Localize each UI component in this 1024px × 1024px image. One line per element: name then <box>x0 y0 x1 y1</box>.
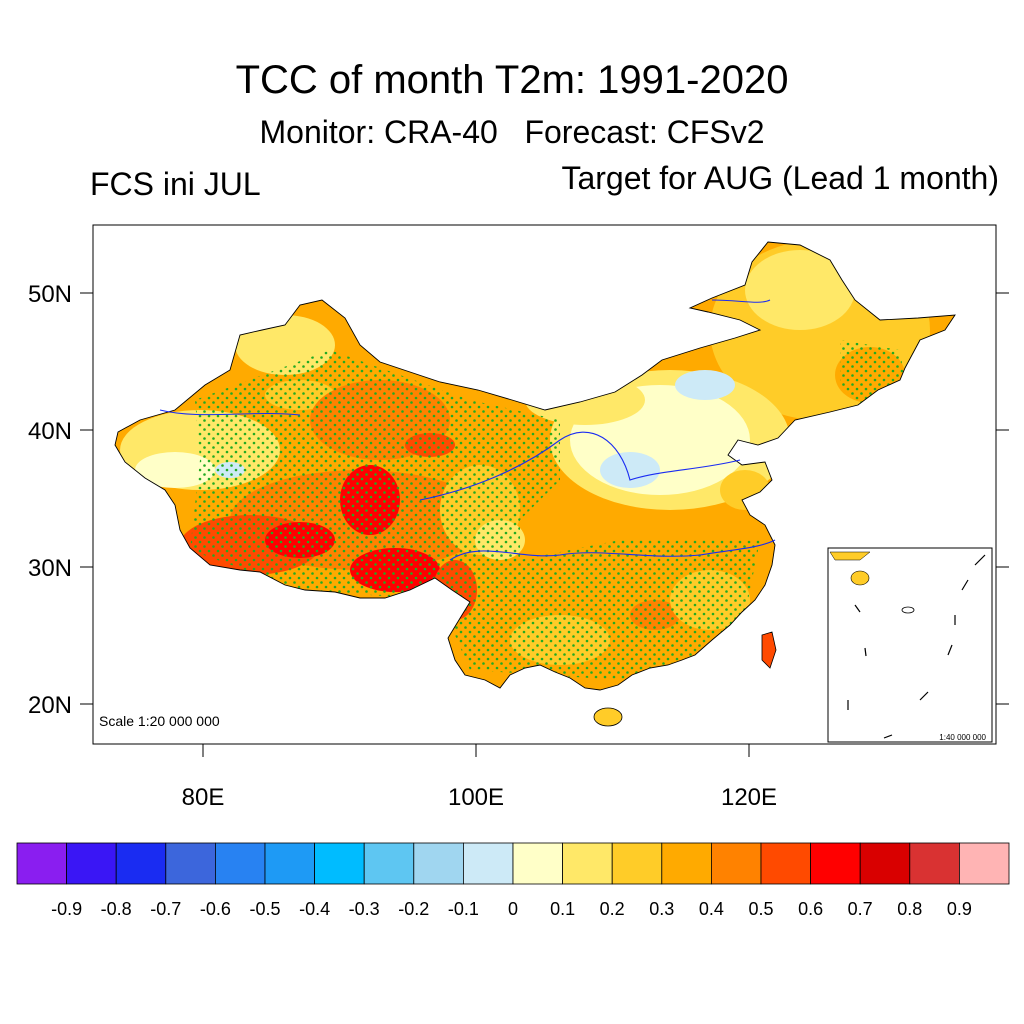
colorbar-label: 0.6 <box>798 899 823 919</box>
colorbar-label: -0.7 <box>150 899 181 919</box>
init-label: FCS ini JUL <box>90 166 261 202</box>
colorbar-label: -0.1 <box>448 899 479 919</box>
colorbar-box <box>264 842 315 885</box>
lat-tick-50n: 50N <box>28 281 72 308</box>
colorbar-label: -0.2 <box>398 899 429 919</box>
colorbar-box <box>562 842 613 885</box>
south-china-sea-inset: 1:40 000 000 <box>827 547 993 743</box>
taiwan-island <box>761 631 777 669</box>
lat-tick-20n: 20N <box>28 692 72 719</box>
colorbar-box <box>413 842 464 885</box>
colorbar-label: 0.4 <box>699 899 724 919</box>
colorbar-label: 0.5 <box>748 899 773 919</box>
colorbar-label: -0.8 <box>101 899 132 919</box>
colorbar-box <box>711 842 762 885</box>
map-title: TCC of month T2m: 1991-2020 <box>235 58 789 102</box>
scale-inset-label: 1:40 000 000 <box>939 733 986 742</box>
map-subtitle: Monitor: CRA-40 Forecast: CFSv2 <box>259 114 765 150</box>
colorbar-box <box>611 842 663 885</box>
colorbar-label: 0.8 <box>897 899 922 919</box>
colorbar-box <box>512 842 563 885</box>
lon-tick-80e: 80E <box>182 784 225 811</box>
colorbar-label: -0.9 <box>51 899 82 919</box>
lon-tick-120e: 120E <box>721 784 777 811</box>
colorbar-box <box>165 842 216 885</box>
colorbar-label: 0.3 <box>649 899 674 919</box>
colorbar-label: 0.1 <box>550 899 575 919</box>
colorbar-label: -0.3 <box>349 899 380 919</box>
colorbar-label: 0.7 <box>848 899 873 919</box>
scale-main-label: Scale 1:20 000 000 <box>99 713 220 729</box>
colorbar-box <box>859 842 911 885</box>
lat-tick-30n: 30N <box>28 555 72 582</box>
lat-tick-40n: 40N <box>28 418 72 445</box>
colorbar-box <box>760 842 811 885</box>
lon-tick-100e: 100E <box>448 784 504 811</box>
colorbar-label: -0.5 <box>249 899 280 919</box>
target-label: Target for AUG (Lead 1 month) <box>561 160 999 196</box>
colorbar-label: 0.9 <box>947 899 972 919</box>
colorbar-box <box>214 842 266 885</box>
colorbar-box <box>314 842 365 885</box>
colorbar-label: -0.6 <box>200 899 231 919</box>
colorbar-box <box>16 842 67 885</box>
colorbar: -0.9 -0.8 -0.7 -0.6 -0.5 -0.4 -0.3 -0.2 -0.1 0 0.1… <box>16 842 1010 919</box>
colorbar-box <box>115 842 167 885</box>
colorbar-box <box>462 842 514 885</box>
colorbar-label: 0 <box>508 899 518 919</box>
colorbar-label: 0.2 <box>600 899 625 919</box>
colorbar-box <box>661 842 712 885</box>
colorbar-box <box>959 842 1010 885</box>
colorbar-label: -0.4 <box>299 899 330 919</box>
hainan-island <box>593 707 623 727</box>
colorbar-box <box>810 842 861 885</box>
colorbar-box <box>909 842 960 885</box>
colorbar-box <box>66 842 117 885</box>
colorbar-box <box>363 842 415 885</box>
